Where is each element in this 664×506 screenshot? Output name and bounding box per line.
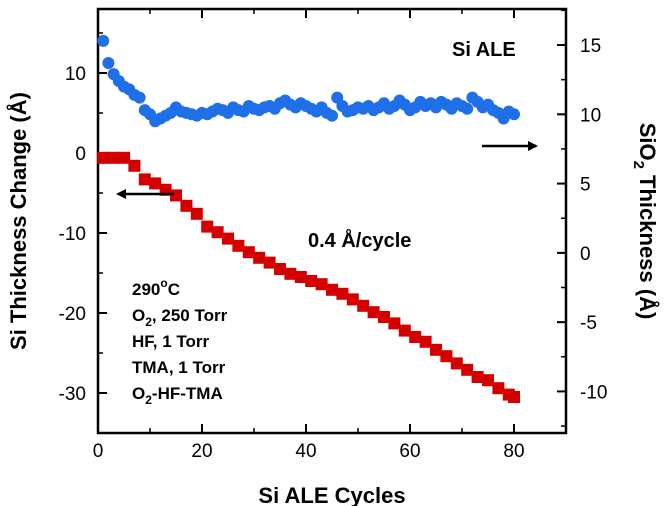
y-right-tick-label: -10 bbox=[580, 382, 607, 403]
data-point-square bbox=[336, 287, 349, 300]
data-point-circle bbox=[133, 91, 146, 104]
data-point-circle bbox=[102, 57, 115, 70]
data-point-square bbox=[357, 299, 370, 312]
series-sio2-thickness bbox=[97, 34, 520, 128]
x-tick-label: 80 bbox=[503, 441, 524, 462]
condition-hf: HF, 1 Torr bbox=[132, 332, 210, 351]
data-point-circle bbox=[508, 108, 520, 121]
data-point-square bbox=[170, 189, 182, 202]
data-point-square bbox=[232, 239, 245, 252]
data-point-square bbox=[419, 335, 432, 348]
y-left-tick-label: 10 bbox=[65, 64, 86, 85]
x-tick-label: 40 bbox=[295, 441, 316, 462]
data-point-circle bbox=[461, 102, 474, 115]
x-tick-label: 20 bbox=[191, 441, 212, 462]
data-point-square bbox=[274, 263, 286, 275]
y-right-tick-label: -5 bbox=[580, 313, 597, 334]
condition-o2: O2, 250 Torr bbox=[132, 306, 228, 329]
y-right-tick-label: 5 bbox=[580, 175, 591, 196]
data-point-square bbox=[388, 317, 401, 330]
data-point-square bbox=[315, 278, 328, 291]
x-axis-title: Si ALE Cycles bbox=[258, 483, 405, 506]
tick-marks bbox=[97, 9, 566, 433]
data-point-square bbox=[201, 220, 214, 233]
data-point-square bbox=[305, 275, 318, 287]
plot-frame bbox=[96, 7, 568, 435]
data-point-circle bbox=[97, 34, 110, 47]
data-point-circle bbox=[326, 109, 338, 122]
data-point-square bbox=[128, 159, 141, 172]
data-point-square bbox=[378, 311, 390, 323]
data-point-square bbox=[180, 199, 193, 212]
chart-title: Si ALE bbox=[452, 39, 516, 61]
data-point-square bbox=[294, 271, 307, 283]
rate-label: 0.4 Å/cycle bbox=[308, 228, 411, 252]
data-point-square bbox=[263, 256, 276, 269]
data-point-square bbox=[461, 363, 474, 376]
right-y-axis-title: SiO2 Thickness (Å) bbox=[630, 123, 661, 320]
condition-tma: TMA, 1 Torr bbox=[132, 358, 226, 377]
data-point-square bbox=[222, 232, 234, 245]
y-right-tick-label: 0 bbox=[580, 244, 591, 265]
data-point-square bbox=[471, 371, 484, 383]
data-point-square bbox=[482, 374, 494, 387]
x-tick-label: 0 bbox=[93, 441, 104, 462]
left-y-axis-title: Si Thickness Change (Å) bbox=[5, 92, 31, 350]
y-right-tick-label: 10 bbox=[580, 105, 601, 126]
data-point-square bbox=[97, 151, 110, 164]
data-point-square bbox=[253, 251, 266, 264]
data-point-square bbox=[430, 343, 442, 356]
data-point-square bbox=[492, 382, 505, 395]
data-point-square bbox=[149, 177, 162, 190]
data-point-square bbox=[107, 151, 120, 164]
data-point-square bbox=[118, 151, 130, 164]
data-point-square bbox=[346, 293, 359, 306]
data-point-square bbox=[284, 267, 297, 280]
y-left-tick-label: -30 bbox=[59, 384, 86, 405]
data-point-square bbox=[398, 324, 411, 337]
data-point-square bbox=[242, 246, 255, 259]
x-tick-label: 60 bbox=[399, 441, 420, 462]
condition-sequence: O2-HF-TMA bbox=[132, 384, 223, 407]
data-point-square bbox=[138, 173, 151, 186]
y-left-tick-label: -20 bbox=[59, 304, 86, 325]
data-point-square bbox=[326, 283, 338, 296]
y-right-tick-label: 15 bbox=[580, 36, 601, 57]
y-left-tick-label: 0 bbox=[75, 144, 86, 165]
data-point-square bbox=[211, 226, 224, 239]
data-point-square bbox=[190, 207, 203, 220]
data-point-square bbox=[409, 331, 422, 343]
data-point-square bbox=[367, 306, 380, 319]
conditions-block: 290oC O2, 250 Torr HF, 1 Torr TMA, 1 Tor… bbox=[132, 276, 228, 407]
series-si-thickness-change bbox=[97, 151, 520, 403]
condition-temperature: 290oC bbox=[132, 276, 180, 299]
data-point-square bbox=[440, 350, 453, 363]
data-point-square bbox=[450, 357, 463, 370]
data-point-square bbox=[508, 391, 520, 403]
y-left-tick-label: -10 bbox=[59, 224, 86, 245]
